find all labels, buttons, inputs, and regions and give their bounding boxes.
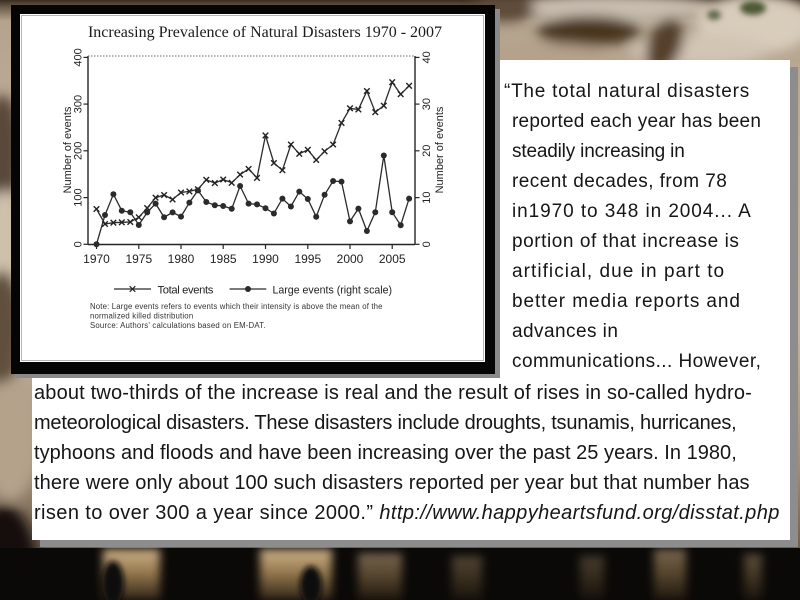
svg-text:30: 30: [421, 98, 433, 110]
svg-text:2000: 2000: [337, 252, 364, 266]
svg-text:40: 40: [421, 51, 433, 63]
svg-text:200: 200: [73, 142, 85, 160]
svg-text:0: 0: [421, 241, 433, 247]
svg-text:Note: Large events refers to e: Note: Large events refers to events whic…: [90, 302, 383, 311]
svg-text:1970: 1970: [83, 252, 110, 266]
svg-text:300: 300: [73, 95, 85, 113]
svg-text:1975: 1975: [125, 252, 152, 266]
svg-text:1995: 1995: [294, 252, 321, 266]
svg-text:Total events: Total events: [158, 285, 214, 297]
svg-text:Number of events: Number of events: [434, 106, 446, 193]
svg-text:normalized killed distribution: normalized killed distribution: [90, 312, 193, 321]
svg-text:Large events (right scale): Large events (right scale): [273, 285, 393, 297]
svg-text:400: 400: [73, 48, 85, 66]
svg-text:Increasing Prevalence of Natur: Increasing Prevalence of Natural Disaste…: [88, 24, 442, 41]
svg-text:1985: 1985: [210, 252, 237, 266]
svg-text:10: 10: [421, 191, 433, 203]
svg-text:1980: 1980: [168, 252, 195, 266]
svg-text:100: 100: [73, 188, 85, 206]
svg-text:Source: Authors' calculations: Source: Authors' calculations based on E…: [90, 321, 266, 330]
svg-text:Number of events: Number of events: [62, 106, 74, 193]
svg-text:1990: 1990: [252, 252, 279, 266]
svg-text:2005: 2005: [379, 252, 406, 266]
svg-text:0: 0: [73, 241, 85, 247]
svg-text:20: 20: [421, 145, 433, 157]
